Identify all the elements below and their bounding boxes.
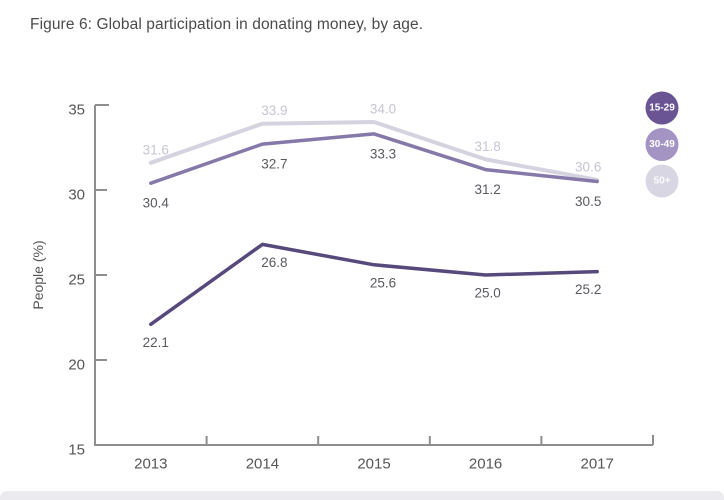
- y-tick-label: 35: [68, 102, 85, 119]
- y-tick-label: 20: [68, 357, 85, 374]
- data-label-50+: 31.6: [143, 142, 169, 157]
- x-tick-label: 2017: [581, 456, 614, 473]
- footer-strip: [0, 491, 724, 500]
- series-line-15-29: [149, 242, 599, 327]
- x-tick-label: 2015: [357, 456, 390, 473]
- legend-swatch-30-49: [645, 128, 679, 161]
- legend-swatch-15-29: [645, 91, 679, 125]
- x-tick-label: 2014: [246, 456, 279, 473]
- y-tick-label: 30: [68, 187, 85, 204]
- data-label-30-49: 30.4: [143, 196, 170, 211]
- data-label-30-49: 32.7: [261, 157, 287, 172]
- data-label-30-49: 33.3: [370, 146, 396, 161]
- legend-label-50+: 50+: [654, 176, 671, 187]
- x-tick-label: 2013: [134, 456, 167, 473]
- data-label-15-29: 26.8: [261, 255, 287, 270]
- figure-title: Figure 6: Global participation in donati…: [30, 16, 424, 33]
- data-label-15-29: 25.2: [575, 282, 601, 297]
- y-axis-title: People (%): [30, 240, 46, 309]
- legend-swatch-50+: [645, 164, 679, 198]
- legend-label-15-29: 15-29: [649, 103, 675, 114]
- data-label-50+: 31.8: [474, 139, 500, 154]
- y-tick-label: 15: [68, 442, 85, 459]
- series-line-50+: [148, 120, 600, 182]
- y-tick-label: 25: [68, 272, 85, 289]
- x-tick-label: 2016: [469, 456, 502, 473]
- series-line-30-49: [149, 132, 599, 185]
- axes: [94, 104, 654, 446]
- data-label-15-29: 25.0: [474, 286, 500, 301]
- data-label-30-49: 30.5: [575, 194, 601, 209]
- data-label-50+: 30.6: [575, 159, 601, 174]
- data-label-15-29: 25.6: [370, 275, 396, 290]
- data-label-50+: 33.9: [261, 103, 287, 118]
- data-label-15-29: 22.1: [143, 335, 169, 350]
- legend-label-30-49: 30-49: [649, 139, 675, 150]
- data-label-50+: 34.0: [370, 102, 396, 117]
- data-label-30-49: 31.2: [474, 182, 500, 197]
